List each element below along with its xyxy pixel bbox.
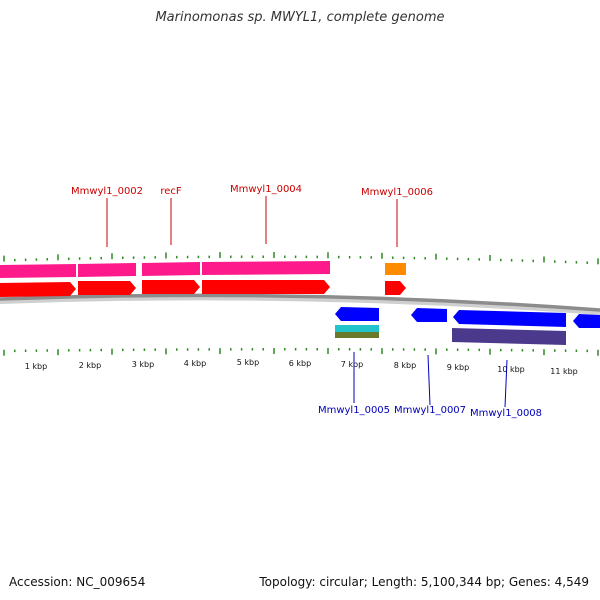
kbp-label: 10 kbp [497, 365, 525, 374]
kbp-label: 6 kbp [289, 359, 311, 368]
gene-label-mmwyl1-0005[interactable]: Mmwyl1_0005 [318, 405, 390, 416]
kbp-label: 3 kbp [132, 360, 154, 369]
accession-label: Accession: NC_009654 [9, 575, 146, 589]
forward-cds-track [0, 280, 406, 297]
reverse-cds-track [335, 307, 600, 328]
rrna-feature[interactable] [335, 332, 379, 338]
kbp-label: 5 kbp [237, 358, 259, 367]
trna-gene-feature[interactable] [385, 263, 406, 275]
gene-feature[interactable] [78, 263, 136, 277]
cds-feature[interactable] [335, 307, 379, 321]
map-title: Marinomonas sp. MWYL1, complete genome [155, 10, 445, 25]
gene-label-mmwyl1-0008[interactable]: Mmwyl1_0008 [470, 408, 542, 419]
gene-label-mmwyl1-0002[interactable]: Mmwyl1_0002 [71, 186, 143, 197]
gene-label-mmwyl1-0004[interactable]: Mmwyl1_0004 [230, 184, 302, 195]
gene-feature[interactable] [452, 328, 566, 345]
genome-backbone [0, 293, 600, 312]
rrna-feature[interactable] [335, 325, 379, 332]
gene-label-mmwyl1-0007[interactable]: Mmwyl1_0007 [394, 405, 466, 416]
cds-feature[interactable] [411, 308, 447, 322]
cds-feature[interactable] [202, 280, 330, 294]
ticks-lower [3, 348, 599, 356]
reverse-gene-track [335, 325, 566, 345]
backbone-shadow [0, 294, 600, 315]
cds-feature[interactable] [142, 280, 200, 294]
kbp-label: 11 kbp [550, 367, 578, 376]
cds-feature[interactable] [453, 310, 566, 327]
cds-feature[interactable] [0, 282, 76, 297]
cds-feature[interactable] [385, 281, 406, 295]
kbp-label: 8 kbp [394, 361, 416, 370]
kbp-label: 4 kbp [184, 359, 206, 368]
gene-feature[interactable] [142, 262, 200, 276]
kbp-axis-labels: 1 kbp 2 kbp 3 kbp 4 kbp 5 kbp 6 kbp 7 kbp 8 kbp… [25, 358, 578, 376]
forward-labels: Mmwyl1_0002 recF Mmwyl1_0004 Mmwyl1_0006 [71, 184, 433, 247]
forward-gene-track [0, 261, 406, 278]
kbp-label: 2 kbp [79, 361, 101, 370]
reverse-labels: Mmwyl1_0005 Mmwyl1_0007 Mmwyl1_0008 [318, 352, 542, 419]
genome-summary: Topology: circular; Length: 5,100,344 bp… [259, 575, 589, 589]
cds-feature[interactable] [78, 281, 136, 295]
gene-feature[interactable] [202, 261, 330, 275]
kbp-label: 1 kbp [25, 362, 47, 371]
kbp-label: 9 kbp [447, 363, 469, 372]
gene-feature[interactable] [0, 264, 76, 278]
kbp-label: 7 kbp [341, 360, 363, 369]
cds-feature[interactable] [573, 314, 600, 328]
ticks-upper [3, 252, 599, 265]
gene-label-recf[interactable]: recF [160, 186, 182, 197]
gene-label-mmwyl1-0006[interactable]: Mmwyl1_0006 [361, 187, 433, 198]
